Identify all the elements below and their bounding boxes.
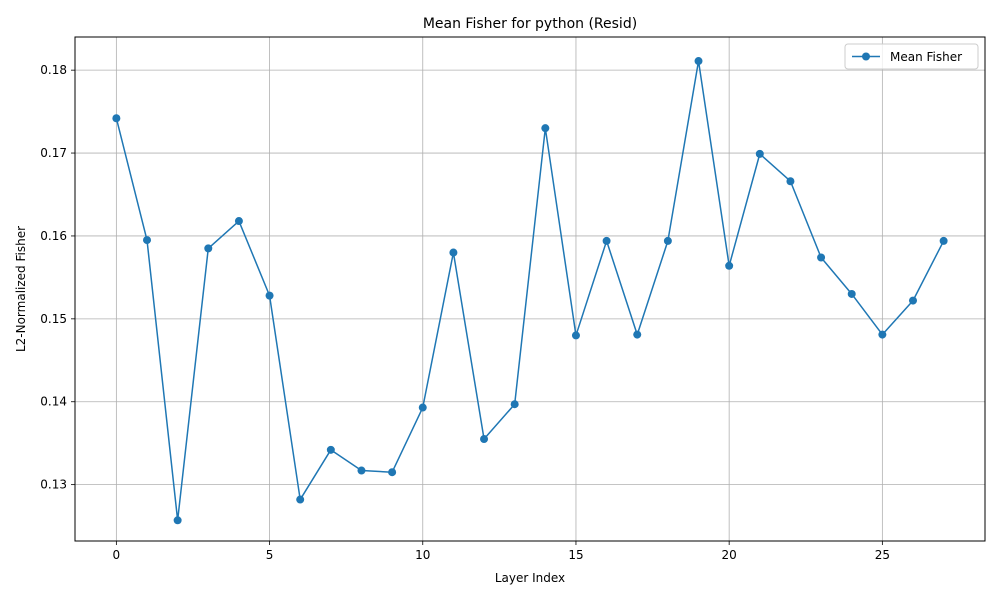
legend: Mean Fisher	[844, 43, 979, 70]
x-tick-label: 15	[568, 548, 583, 562]
data-point	[510, 400, 519, 409]
y-axis: 0.13 0.14 0.15 0.16 0.17 0.18	[40, 63, 75, 492]
data-point	[908, 296, 917, 305]
y-tick-label: 0.14	[40, 395, 67, 409]
y-tick-label: 0.16	[40, 229, 67, 243]
data-point	[663, 236, 672, 245]
y-tick-label: 0.18	[40, 63, 67, 77]
data-point	[234, 217, 243, 226]
chart-title: Mean Fisher for python (Resid)	[423, 16, 637, 32]
data-point	[755, 149, 764, 158]
x-axis: 0 5 10 15 20 25	[113, 541, 890, 562]
series-line-mean-fisher	[115, 60, 945, 522]
data-point	[571, 331, 580, 340]
legend-box	[844, 43, 979, 70]
data-point	[204, 244, 213, 253]
legend-marker-swatch	[862, 52, 870, 61]
plot-frame	[74, 36, 986, 542]
data-point	[847, 289, 856, 298]
x-tick-label: 5	[266, 548, 274, 562]
y-tick-label: 0.15	[40, 312, 67, 326]
y-axis-label: L2-Normalized Fisher	[14, 226, 28, 352]
data-point	[357, 466, 366, 475]
data-point	[296, 495, 305, 504]
y-tick-label: 0.17	[40, 146, 67, 160]
data-point	[725, 261, 734, 270]
legend-entry-mean-fisher: Mean Fisher	[890, 50, 962, 64]
data-point	[480, 435, 489, 444]
data-point	[541, 124, 550, 133]
data-point	[694, 57, 703, 66]
data-point	[112, 114, 121, 123]
data-point	[173, 516, 182, 525]
x-tick-label: 20	[722, 548, 737, 562]
data-point	[143, 236, 152, 245]
y-tick-label: 0.13	[40, 478, 67, 492]
data-point	[817, 253, 826, 262]
data-point	[449, 248, 458, 257]
x-tick-label: 25	[875, 548, 890, 562]
x-axis-label: Layer Index	[495, 571, 565, 585]
grid	[75, 37, 985, 541]
series-layer	[112, 57, 948, 525]
data-point	[786, 177, 795, 186]
data-point	[633, 330, 642, 339]
x-tick-label: 10	[415, 548, 430, 562]
data-point	[418, 403, 427, 412]
data-point	[878, 330, 887, 339]
data-point	[939, 236, 948, 245]
x-tick-label: 0	[113, 548, 121, 562]
data-point	[388, 468, 397, 477]
data-point	[602, 236, 611, 245]
data-point	[326, 445, 335, 454]
data-point	[265, 291, 274, 300]
